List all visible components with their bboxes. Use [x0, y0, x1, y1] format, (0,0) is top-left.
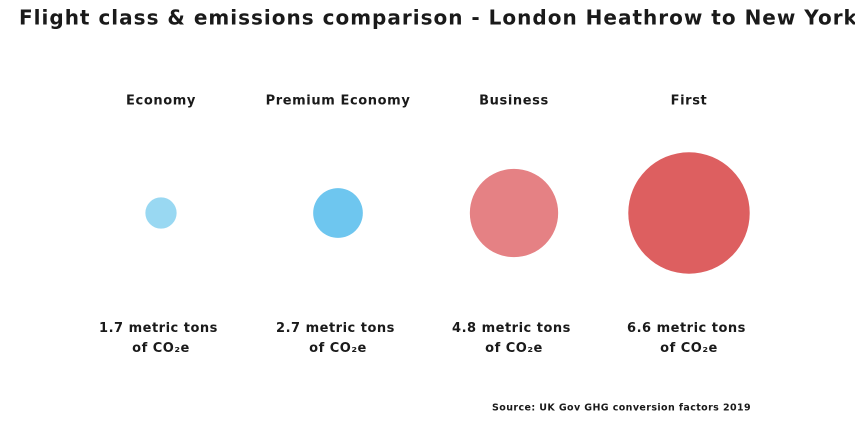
value-label: 6.6 metric tons of CO₂e	[627, 321, 751, 356]
category-label: Economy	[126, 94, 196, 109]
value-label: 2.7 metric tons of CO₂e	[276, 321, 400, 356]
category-label: Premium Economy	[266, 94, 411, 109]
chart-title: Flight class & emissions comparison - Lo…	[19, 6, 855, 30]
value-label: 4.8 metric tons of CO₂e	[452, 321, 576, 356]
category-label: Business	[479, 94, 549, 109]
category-label: First	[671, 94, 708, 109]
value-label: 1.7 metric tons of CO₂e	[99, 321, 223, 356]
bubble	[469, 168, 559, 258]
bubble	[628, 152, 750, 274]
bubble	[313, 188, 363, 238]
source-note: Source: UK Gov GHG conversion factors 20…	[492, 403, 751, 414]
bubble	[145, 197, 177, 229]
